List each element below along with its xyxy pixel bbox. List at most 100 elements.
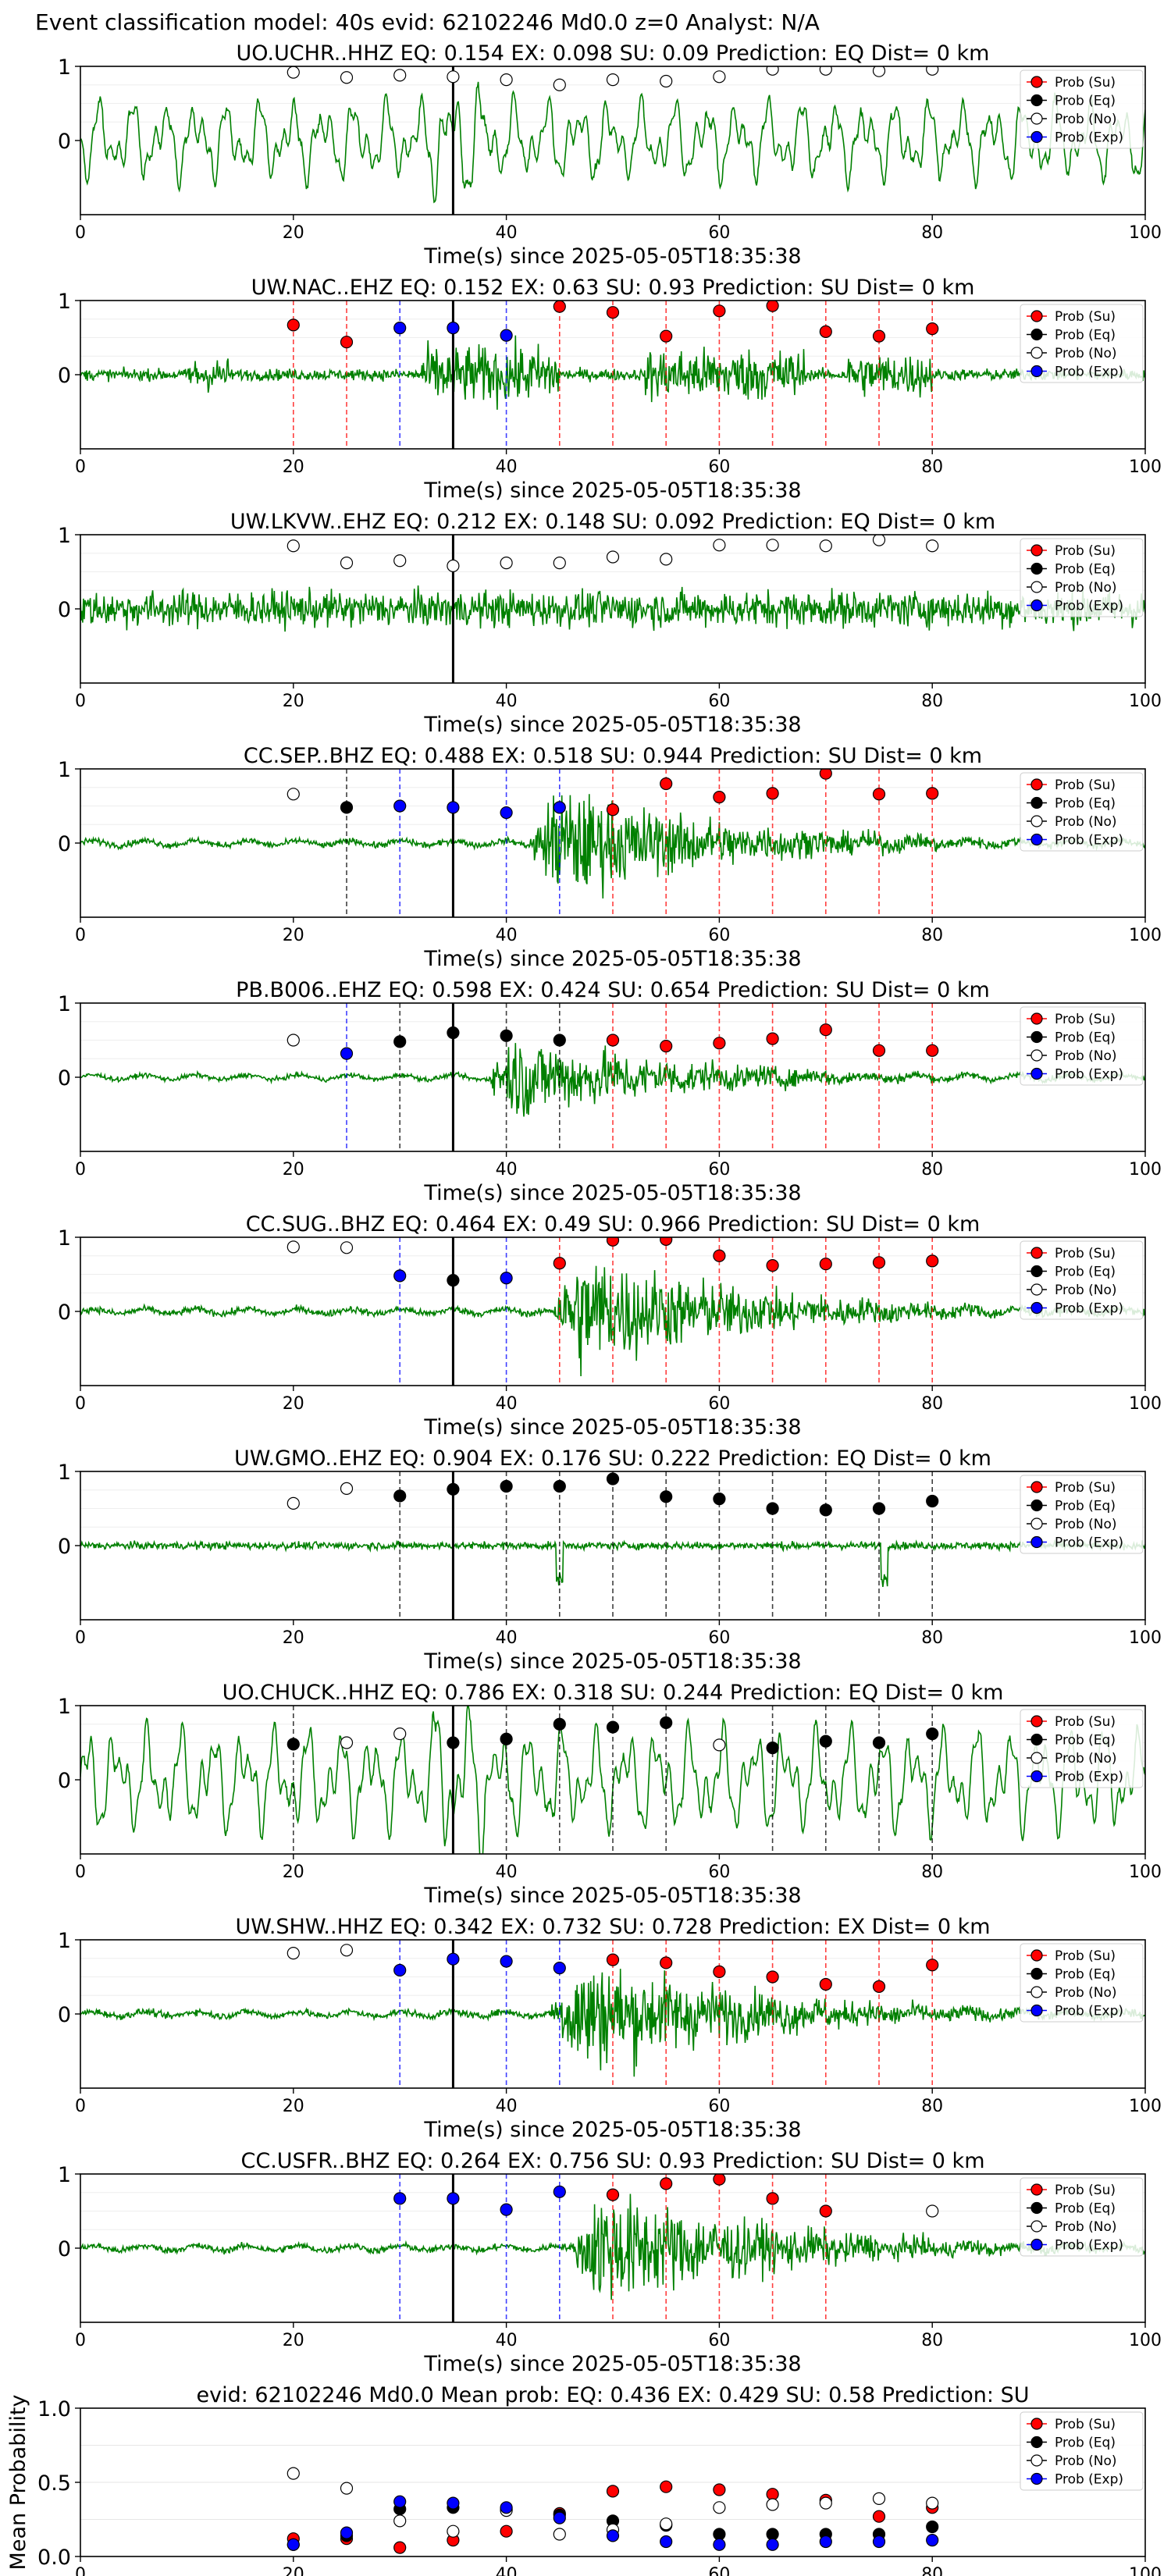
x-tick-label: 40 bbox=[496, 1394, 518, 1414]
probability-point bbox=[447, 70, 460, 84]
mean-probability-point bbox=[500, 2524, 513, 2538]
mean-probability-point bbox=[500, 2501, 513, 2514]
panel-plot-area bbox=[80, 66, 1145, 215]
probability-point bbox=[872, 788, 886, 801]
probability-point bbox=[713, 1738, 726, 1752]
probability-point bbox=[340, 556, 354, 570]
mean-probability-point bbox=[393, 2514, 407, 2528]
probability-point bbox=[393, 1963, 407, 1977]
legend-marker bbox=[1030, 1481, 1043, 1493]
probability-point bbox=[340, 1944, 354, 1957]
probability-point bbox=[447, 559, 460, 573]
probability-point bbox=[393, 554, 407, 568]
mean-probability-point bbox=[660, 2517, 673, 2531]
y-tick-label: 1 bbox=[58, 992, 71, 1016]
legend-marker bbox=[1030, 1986, 1043, 1998]
x-axis-label: Time(s) since 2025-05-05T18:35:38 bbox=[423, 1415, 801, 1439]
mean-probability-panel: evid: 62102246 Md0.0 Mean prob: EQ: 0.43… bbox=[6, 2383, 1162, 2576]
x-tick-label: 40 bbox=[496, 457, 518, 477]
x-tick-label: 80 bbox=[921, 1160, 943, 1179]
x-tick-label: 40 bbox=[496, 1628, 518, 1648]
probability-point bbox=[766, 1258, 779, 1272]
seismogram-trace bbox=[80, 1539, 1145, 1587]
probability-point bbox=[766, 1742, 779, 1755]
mean-probability-point bbox=[447, 2524, 460, 2538]
probability-point bbox=[393, 1489, 407, 1503]
legend-marker bbox=[1030, 778, 1043, 791]
legend-label: Prob (Eq) bbox=[1055, 796, 1116, 812]
mean-probability-point bbox=[713, 2483, 726, 2496]
probability-point bbox=[287, 66, 300, 79]
legend-label: Prob (Eq) bbox=[1055, 328, 1116, 343]
legend-marker bbox=[1030, 1715, 1043, 1727]
seismogram-trace bbox=[80, 81, 1145, 204]
probability-point bbox=[872, 1044, 886, 1057]
mean-probability-point bbox=[287, 2467, 300, 2480]
legend-marker bbox=[1030, 796, 1043, 809]
x-tick-label: 80 bbox=[921, 692, 943, 711]
legend-label: Prob (No) bbox=[1055, 2453, 1117, 2469]
probability-point bbox=[447, 322, 460, 335]
y-tick-label: 1 bbox=[58, 1695, 71, 1719]
probability-point bbox=[606, 1472, 620, 1485]
x-tick-label: 0 bbox=[75, 2331, 86, 2350]
legend-marker bbox=[1030, 2238, 1043, 2251]
x-tick-label: 80 bbox=[921, 2331, 943, 2350]
legend-marker bbox=[1030, 1247, 1043, 1259]
station-panel-10: CC.USFR..BHZ EQ: 0.264 EX: 0.756 SU: 0.9… bbox=[58, 2149, 1162, 2376]
figure-suptitle: Event classification model: 40s evid: 62… bbox=[35, 9, 820, 35]
y-tick-label: 1.0 bbox=[37, 2397, 71, 2421]
probability-point bbox=[819, 1023, 832, 1037]
x-tick-label: 80 bbox=[921, 457, 943, 477]
x-tick-label: 0 bbox=[75, 2565, 86, 2576]
probability-point bbox=[713, 2174, 726, 2186]
probability-point bbox=[660, 1490, 673, 1503]
probability-point bbox=[606, 550, 620, 564]
legend-label: Prob (Su) bbox=[1055, 777, 1116, 793]
probability-point bbox=[447, 801, 460, 814]
x-tick-label: 40 bbox=[496, 2331, 518, 2350]
legend-label: Prob (Su) bbox=[1055, 1480, 1116, 1496]
legend-marker bbox=[1030, 1283, 1043, 1296]
x-tick-label: 80 bbox=[921, 2097, 943, 2116]
seismogram-trace bbox=[80, 335, 1145, 410]
probability-point bbox=[819, 1977, 832, 1991]
mean-probability-point bbox=[393, 2495, 407, 2508]
y-tick-label: 0 bbox=[58, 2237, 71, 2261]
legend: Prob (Su) Prob (Eq) Prob (No) Prob (Exp) bbox=[1020, 1006, 1144, 1086]
station-panel-6: CC.SUG..BHZ EQ: 0.464 EX: 0.49 SU: 0.966… bbox=[58, 1212, 1162, 1439]
probability-point bbox=[553, 556, 566, 570]
probability-point bbox=[553, 2185, 566, 2198]
legend-marker bbox=[1030, 815, 1043, 827]
y-axis-label: Mean Probability bbox=[6, 2395, 30, 2571]
probability-point bbox=[500, 1029, 513, 1042]
x-tick-label: 20 bbox=[283, 457, 304, 477]
legend: Prob (Su) Prob (Eq) Prob (No) Prob (Exp) bbox=[1020, 2177, 1144, 2257]
x-tick-label: 60 bbox=[708, 1160, 730, 1179]
probability-point bbox=[553, 1257, 566, 1270]
legend-marker bbox=[1030, 112, 1043, 125]
probability-point bbox=[340, 1736, 354, 1749]
legend-label: Prob (Su) bbox=[1055, 2183, 1116, 2198]
legend-marker bbox=[1030, 833, 1043, 846]
panel-title: UW.NAC..EHZ EQ: 0.152 EX: 0.63 SU: 0.93 … bbox=[251, 276, 975, 300]
legend-label: Prob (Exp) bbox=[1055, 1301, 1123, 1317]
x-tick-label: 80 bbox=[921, 1394, 943, 1414]
x-tick-label: 0 bbox=[75, 457, 86, 477]
y-tick-label: 1 bbox=[58, 1929, 71, 1953]
legend-label: Prob (No) bbox=[1055, 1517, 1117, 1532]
legend-label: Prob (Eq) bbox=[1055, 1733, 1116, 1749]
probability-point bbox=[660, 1716, 673, 1729]
probability-point bbox=[340, 801, 354, 814]
x-tick-label: 80 bbox=[921, 1628, 943, 1648]
legend-marker bbox=[1030, 1517, 1043, 1530]
panel-plot-area bbox=[80, 1940, 1145, 2088]
mean-probability-point bbox=[340, 2482, 354, 2495]
probability-point bbox=[553, 801, 566, 814]
y-tick-label: 1 bbox=[58, 290, 71, 314]
x-tick-label: 100 bbox=[1129, 926, 1162, 945]
x-tick-label: 100 bbox=[1129, 692, 1162, 711]
probability-point bbox=[340, 71, 354, 84]
x-tick-label: 40 bbox=[496, 1160, 518, 1179]
panel-plot-area bbox=[80, 1003, 1145, 1151]
